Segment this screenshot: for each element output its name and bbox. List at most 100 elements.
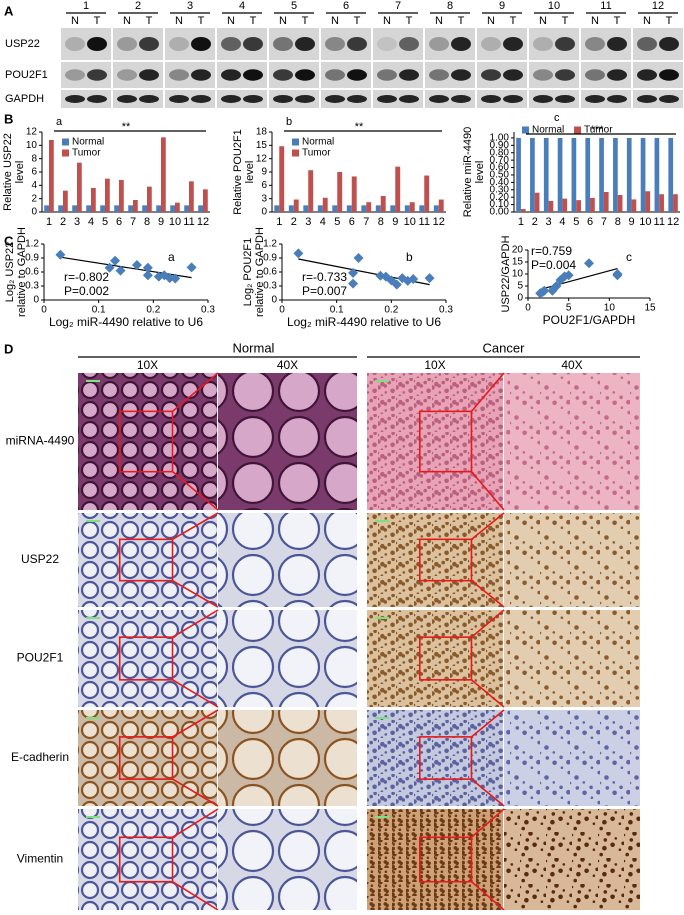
y-tick-label: 5 — [517, 281, 523, 292]
r-value: r=0.759 — [531, 244, 572, 258]
y-axis-label: Log₂ POU2F1 — [242, 238, 254, 306]
x-tick-label: 6 — [587, 216, 593, 228]
x-tick-label: 0.2 — [146, 305, 160, 316]
blot-band — [191, 36, 211, 52]
point — [563, 270, 574, 281]
zoom-line — [470, 372, 505, 412]
bar — [603, 192, 609, 212]
bar — [170, 205, 175, 212]
blot-band — [555, 69, 575, 81]
x-tick-label: 11 — [183, 216, 194, 228]
x-axis-label: POU2F1/GAPDH — [543, 313, 636, 327]
bar — [332, 205, 338, 212]
blot-band — [139, 69, 159, 81]
y-tick-label: 15 — [256, 140, 268, 151]
y-axis-label: level — [14, 161, 26, 184]
subpanel-label: c — [554, 112, 560, 124]
bar — [361, 205, 367, 212]
x-tick-label: 0.3 — [439, 305, 453, 316]
group-label: Normal — [233, 340, 275, 355]
legend-swatch — [292, 149, 299, 157]
bar — [516, 137, 521, 212]
row-label: miRNA-4490 — [6, 434, 75, 448]
zoom-line — [172, 372, 219, 412]
bar — [659, 194, 664, 212]
lane-label: 12 — [652, 0, 664, 12]
blot-band — [533, 69, 553, 81]
bar — [626, 137, 632, 212]
y-tick-label: 4 — [31, 180, 37, 191]
zoom-line — [172, 778, 219, 807]
blot-background — [269, 90, 319, 108]
point — [348, 267, 359, 278]
bar — [599, 137, 604, 212]
row-label: E-cadherin — [11, 750, 69, 764]
lane-sublabel: N — [123, 15, 131, 27]
x-tick-label: 2 — [60, 216, 66, 228]
bar — [645, 191, 651, 212]
lane-sublabel: T — [94, 15, 101, 27]
lane-label: 1 — [83, 0, 89, 12]
x-tick-label: 0 — [525, 303, 531, 314]
y-tick-label: 0.70 — [490, 155, 510, 166]
blot-band — [481, 69, 501, 81]
legend-label: Tumor — [584, 125, 613, 136]
y-axis-label: Relative miR-4490 — [462, 127, 474, 217]
ihc-image — [504, 513, 640, 607]
y-tick-label: 1.2 — [263, 239, 277, 250]
y-tick-label: 0 — [33, 295, 39, 306]
blot-band — [555, 95, 575, 103]
zoom-box — [118, 636, 174, 681]
zoom-box — [418, 736, 473, 780]
y-axis-label: relative to GAPDH — [16, 227, 28, 317]
bar — [654, 137, 660, 212]
blot-band — [221, 95, 241, 103]
blot-background — [425, 90, 475, 108]
legend-swatch — [522, 126, 529, 134]
point — [539, 285, 550, 296]
ihc-image — [504, 610, 640, 707]
blot-background — [321, 90, 371, 108]
x-tick-label: 15 — [644, 303, 656, 314]
x-tick-label: 5 — [102, 216, 108, 228]
blot-background — [529, 90, 579, 108]
magnification-label: 10X — [137, 358, 158, 372]
zoom-line — [470, 609, 505, 638]
y-tick-label: 12 — [256, 153, 268, 164]
blot-band — [503, 69, 523, 81]
y-tick-label: 20 — [512, 245, 524, 256]
x-tick-label: 3 — [546, 216, 552, 228]
x-tick-label: 10 — [404, 216, 416, 228]
bar — [77, 162, 82, 212]
bar — [100, 205, 105, 212]
blot-band — [585, 69, 605, 81]
lane-sublabel: N — [643, 15, 651, 27]
point — [142, 262, 153, 273]
y-tick-label: 0.6 — [25, 267, 39, 278]
ihc-image — [78, 809, 217, 910]
bar — [279, 146, 285, 212]
significance-label: *** — [591, 124, 605, 136]
y-tick-label: 1.00 — [490, 133, 510, 144]
legend-swatch — [62, 149, 69, 157]
point — [551, 281, 562, 291]
bar — [49, 140, 54, 212]
blot-band — [221, 69, 241, 81]
bar — [44, 205, 49, 212]
x-tick-label: 0 — [279, 305, 285, 316]
bar — [203, 189, 208, 212]
ihc-image — [504, 373, 640, 510]
point — [424, 273, 435, 284]
blot-band — [243, 95, 263, 103]
ihc-image — [78, 610, 217, 707]
y-axis-label: level — [244, 161, 256, 184]
point — [110, 255, 121, 266]
ihc-image — [78, 710, 217, 806]
bar — [530, 137, 535, 212]
ihc-image — [504, 710, 640, 806]
blot-background — [217, 90, 267, 108]
x-tick-label: 5 — [334, 216, 340, 228]
y-tick-label: 0.3 — [25, 281, 39, 292]
y-tick-label: 0 — [261, 207, 267, 218]
zoom-line — [172, 709, 219, 738]
